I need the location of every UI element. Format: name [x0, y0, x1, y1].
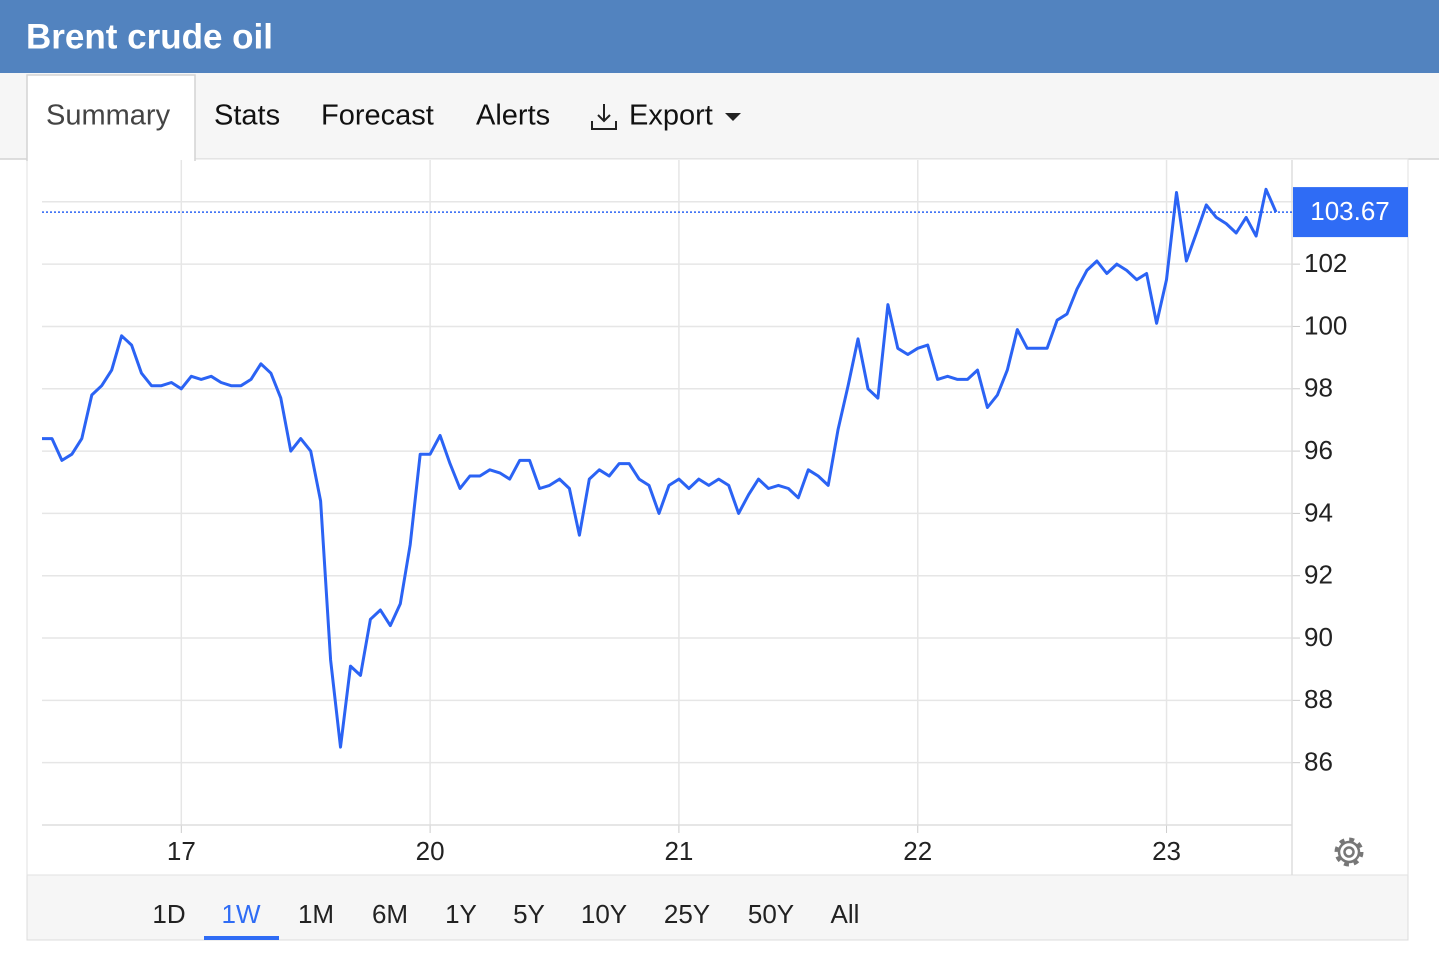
x-tick-label: 17: [167, 836, 196, 866]
range-button[interactable]: 5Y: [513, 899, 545, 929]
range-button[interactable]: 1W: [222, 899, 261, 929]
chart-frame: [26, 158, 1409, 876]
tab-label[interactable]: Forecast: [321, 100, 434, 132]
tab-label[interactable]: Summary: [46, 100, 171, 132]
x-tick-label: 23: [1152, 836, 1181, 866]
range-bar: [26, 874, 1409, 941]
last-price-label: 103.67: [1310, 196, 1390, 226]
range-button[interactable]: 1M: [298, 899, 334, 929]
export-caret: [725, 113, 741, 121]
last-price-badge: [1293, 187, 1408, 238]
y-tick-label: 88: [1304, 684, 1333, 714]
header-title: Brent crude oil: [26, 17, 273, 56]
y-tick-label: 100: [1304, 310, 1347, 340]
export-icon: [591, 104, 617, 130]
tab-bar: [0, 73, 1439, 159]
x-tick-label: 20: [416, 836, 445, 866]
price-line: [42, 187, 1278, 749]
tab-label[interactable]: Export: [629, 100, 713, 132]
range-button[interactable]: 1D: [152, 899, 185, 929]
y-tick-label: 94: [1304, 497, 1333, 527]
settings-icon[interactable]: [1334, 837, 1364, 867]
range-button[interactable]: 25Y: [664, 899, 710, 929]
range-button[interactable]: 10Y: [581, 899, 627, 929]
range-button[interactable]: 6M: [372, 899, 408, 929]
x-tick-label: 22: [903, 836, 932, 866]
active-tab: [26, 74, 196, 161]
range-underline: [204, 936, 279, 940]
x-tick-label: 21: [664, 836, 693, 866]
y-tick-label: 86: [1304, 747, 1333, 777]
tab-label[interactable]: Alerts: [476, 100, 550, 132]
y-tick-label: 92: [1304, 560, 1333, 590]
header-bar: [0, 0, 1439, 73]
y-tick-label: 98: [1304, 373, 1333, 403]
range-button[interactable]: 1Y: [445, 899, 477, 929]
range-button[interactable]: 50Y: [748, 899, 794, 929]
tab-label[interactable]: Stats: [214, 100, 280, 132]
y-tick-label: 96: [1304, 435, 1333, 465]
y-tick-label: 90: [1304, 622, 1333, 652]
y-tick-label: 102: [1304, 248, 1347, 278]
range-button[interactable]: All: [831, 899, 860, 929]
